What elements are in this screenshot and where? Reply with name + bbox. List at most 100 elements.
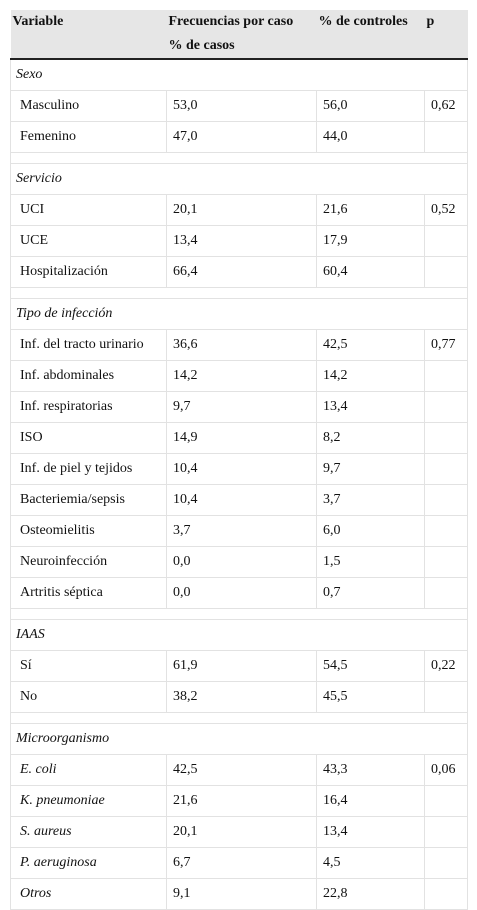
value-cell (424, 256, 468, 288)
value-cell (424, 785, 468, 817)
data-row: Bacteriemia/sepsis 10,4 3,7 (10, 484, 468, 516)
section-row: IAAS (10, 619, 468, 651)
header-row: Variable Frecuencias por caso% de casos … (10, 10, 468, 60)
header-text: Frecuencias por caso (168, 14, 294, 29)
data-row: ISO 14,9 8,2 (10, 422, 468, 454)
data-row: Hospitalización 66,4 60,4 (10, 256, 468, 288)
value-cell: 54,5 (316, 650, 425, 682)
value-cell (424, 878, 468, 910)
value-cell: 13,4 (316, 391, 425, 423)
row-label: UCI (10, 194, 167, 226)
data-row: Inf. del tracto urinario 36,6 42,5 0,77 (10, 329, 468, 361)
row-label: E. coli (10, 754, 167, 786)
data-row: Masculino 53,0 56,0 0,62 (10, 90, 468, 122)
value-cell: 9,1 (166, 878, 317, 910)
value-cell: 4,5 (316, 847, 425, 879)
value-cell: 61,9 (166, 650, 317, 682)
data-row: No 38,2 45,5 (10, 681, 468, 713)
row-label: UCE (10, 225, 167, 257)
data-row: S. aureus 20,1 13,4 (10, 816, 468, 848)
spacer-cell (10, 152, 468, 164)
value-cell: 14,9 (166, 422, 317, 454)
value-cell: 13,4 (166, 225, 317, 257)
value-cell: 21,6 (166, 785, 317, 817)
row-label: Hospitalización (10, 256, 167, 288)
section-title: Sexo (10, 58, 468, 91)
data-row: Otros 9,1 22,8 (10, 878, 468, 910)
value-cell: 20,1 (166, 194, 317, 226)
data-row: Neuroinfección 0,0 1,5 (10, 546, 468, 578)
value-cell (424, 360, 468, 392)
value-cell: 20,1 (166, 816, 317, 848)
value-cell: 13,4 (316, 816, 425, 848)
value-cell (424, 847, 468, 879)
spacer-cell (10, 287, 468, 299)
data-row: Inf. abdominales 14,2 14,2 (10, 360, 468, 392)
data-row: UCE 13,4 17,9 (10, 225, 468, 257)
value-cell: 14,2 (166, 360, 317, 392)
row-label: No (10, 681, 167, 713)
header-cell: % de controles (316, 10, 425, 60)
section-title: Tipo de infección (10, 298, 468, 330)
value-cell: 10,4 (166, 453, 317, 485)
value-cell: 42,5 (166, 754, 317, 786)
data-row: Sí 61,9 54,5 0,22 (10, 650, 468, 682)
section-row: Servicio (10, 163, 468, 195)
value-cell (424, 225, 468, 257)
value-cell: 0,22 (424, 650, 468, 682)
spacer-row (10, 287, 468, 299)
value-cell (424, 453, 468, 485)
data-row: Inf. respiratorias 9,7 13,4 (10, 391, 468, 423)
value-cell: 0,0 (166, 577, 317, 609)
value-cell: 10,4 (166, 484, 317, 516)
data-row: UCI 20,1 21,6 0,52 (10, 194, 468, 226)
results-table: Variable Frecuencias por caso% de casos … (10, 10, 468, 910)
data-row: Osteomielitis 3,7 6,0 (10, 515, 468, 547)
section-title: Microorganismo (10, 723, 468, 755)
row-label: Inf. del tracto urinario (10, 329, 167, 361)
value-cell: 0,06 (424, 754, 468, 786)
row-label: Otros (10, 878, 167, 910)
value-cell: 3,7 (316, 484, 425, 516)
spacer-row (10, 608, 468, 620)
row-label: Neuroinfección (10, 546, 167, 578)
value-cell: 16,4 (316, 785, 425, 817)
value-cell: 9,7 (166, 391, 317, 423)
value-cell (424, 422, 468, 454)
data-row: K. pneumoniae 21,6 16,4 (10, 785, 468, 817)
value-cell (424, 546, 468, 578)
value-cell: 42,5 (316, 329, 425, 361)
row-label: Inf. respiratorias (10, 391, 167, 423)
data-row: Artritis séptica 0,0 0,7 (10, 577, 468, 609)
table-header: Variable Frecuencias por caso% de casos … (10, 10, 468, 60)
row-label: Sí (10, 650, 167, 682)
spacer-cell (10, 608, 468, 620)
row-label: S. aureus (10, 816, 167, 848)
row-label: Masculino (10, 90, 167, 122)
row-label: Osteomielitis (10, 515, 167, 547)
row-label: ISO (10, 422, 167, 454)
row-label: P. aeruginosa (10, 847, 167, 879)
data-row: Inf. de piel y tejidos 10,4 9,7 (10, 453, 468, 485)
value-cell: 0,7 (316, 577, 425, 609)
value-cell (424, 681, 468, 713)
value-cell: 66,4 (166, 256, 317, 288)
spacer-row (10, 152, 468, 164)
row-label: Bacteriemia/sepsis (10, 484, 167, 516)
row-label: Inf. de piel y tejidos (10, 453, 167, 485)
value-cell (424, 515, 468, 547)
section-row: Microorganismo (10, 723, 468, 755)
spacer-cell (10, 712, 468, 724)
value-cell: 56,0 (316, 90, 425, 122)
data-row: P. aeruginosa 6,7 4,5 (10, 847, 468, 879)
value-cell: 44,0 (316, 121, 425, 153)
row-label: K. pneumoniae (10, 785, 167, 817)
section-title: Servicio (10, 163, 468, 195)
value-cell (424, 816, 468, 848)
header-text: % de casos (168, 38, 235, 53)
data-row: E. coli 42,5 43,3 0,06 (10, 754, 468, 786)
value-cell: 6,7 (166, 847, 317, 879)
value-cell: 47,0 (166, 121, 317, 153)
value-cell: 53,0 (166, 90, 317, 122)
